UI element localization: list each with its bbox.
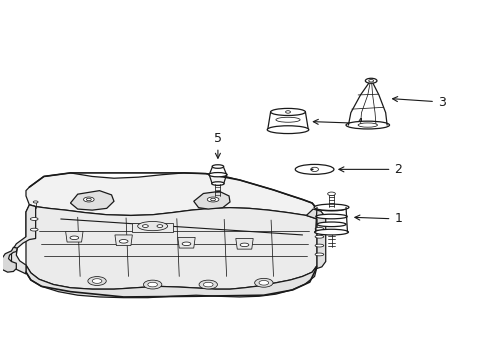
Ellipse shape bbox=[30, 217, 38, 220]
Polygon shape bbox=[193, 192, 229, 209]
Ellipse shape bbox=[254, 278, 272, 287]
Ellipse shape bbox=[285, 111, 290, 113]
Ellipse shape bbox=[182, 242, 190, 246]
Ellipse shape bbox=[346, 121, 389, 129]
Ellipse shape bbox=[357, 123, 377, 127]
Polygon shape bbox=[306, 209, 325, 269]
Polygon shape bbox=[11, 205, 36, 274]
Ellipse shape bbox=[70, 236, 79, 239]
Ellipse shape bbox=[314, 253, 323, 256]
Ellipse shape bbox=[119, 239, 128, 243]
Ellipse shape bbox=[33, 201, 38, 203]
Ellipse shape bbox=[212, 165, 223, 168]
Polygon shape bbox=[65, 231, 83, 242]
Ellipse shape bbox=[210, 198, 215, 201]
Ellipse shape bbox=[30, 228, 38, 231]
Ellipse shape bbox=[310, 167, 318, 171]
Ellipse shape bbox=[314, 228, 323, 230]
Ellipse shape bbox=[199, 280, 217, 289]
Ellipse shape bbox=[208, 172, 226, 177]
Ellipse shape bbox=[157, 225, 163, 228]
Ellipse shape bbox=[368, 80, 373, 82]
Polygon shape bbox=[132, 222, 173, 233]
Ellipse shape bbox=[314, 244, 323, 247]
Ellipse shape bbox=[310, 168, 313, 170]
Text: 5: 5 bbox=[213, 131, 222, 158]
Polygon shape bbox=[26, 265, 316, 298]
Ellipse shape bbox=[365, 78, 376, 83]
Ellipse shape bbox=[83, 197, 94, 202]
Ellipse shape bbox=[211, 182, 224, 185]
Polygon shape bbox=[0, 247, 17, 272]
Ellipse shape bbox=[313, 204, 348, 211]
Ellipse shape bbox=[92, 279, 102, 283]
Ellipse shape bbox=[138, 221, 167, 231]
Polygon shape bbox=[178, 238, 195, 248]
Text: 3: 3 bbox=[392, 95, 445, 108]
Ellipse shape bbox=[147, 282, 157, 287]
Text: 4: 4 bbox=[313, 117, 363, 130]
Polygon shape bbox=[115, 235, 132, 246]
Text: 2: 2 bbox=[338, 163, 402, 176]
Ellipse shape bbox=[203, 282, 213, 287]
Ellipse shape bbox=[270, 108, 305, 116]
Ellipse shape bbox=[314, 229, 348, 235]
Ellipse shape bbox=[143, 280, 162, 289]
Ellipse shape bbox=[88, 276, 106, 285]
Ellipse shape bbox=[207, 197, 219, 202]
Ellipse shape bbox=[316, 222, 346, 226]
Ellipse shape bbox=[266, 126, 308, 134]
Polygon shape bbox=[70, 191, 114, 210]
Ellipse shape bbox=[317, 207, 345, 211]
Polygon shape bbox=[26, 205, 316, 289]
Ellipse shape bbox=[295, 165, 333, 174]
Polygon shape bbox=[235, 238, 253, 249]
Ellipse shape bbox=[259, 280, 268, 285]
Ellipse shape bbox=[315, 214, 346, 219]
Ellipse shape bbox=[142, 225, 148, 228]
Ellipse shape bbox=[327, 192, 335, 195]
Ellipse shape bbox=[240, 243, 248, 247]
Ellipse shape bbox=[314, 235, 323, 238]
Text: 1: 1 bbox=[354, 212, 402, 225]
Polygon shape bbox=[26, 173, 316, 215]
Ellipse shape bbox=[86, 198, 91, 201]
